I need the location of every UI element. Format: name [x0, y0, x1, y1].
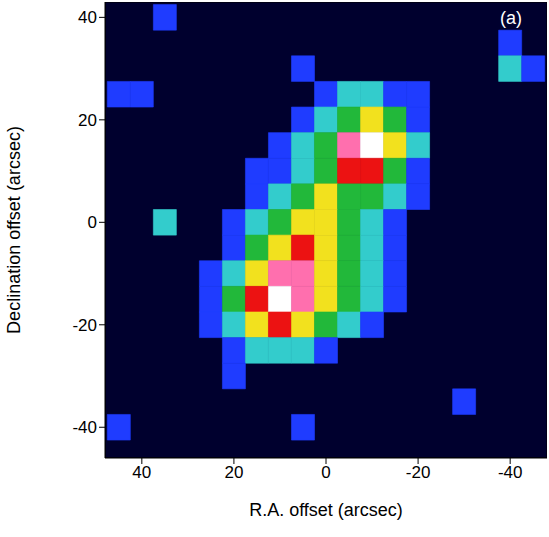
svg-text:40: 40 [132, 463, 151, 482]
svg-text:-40: -40 [498, 463, 523, 482]
svg-text:-20: -20 [406, 463, 431, 482]
svg-text:20: 20 [224, 463, 243, 482]
svg-text:-40: -40 [72, 418, 97, 437]
svg-text:0: 0 [88, 213, 97, 232]
html-text:(a): (a) [500, 8, 522, 28]
svg-text:-20: -20 [72, 316, 97, 335]
svg-text:0: 0 [321, 463, 330, 482]
svg-text:R.A. offset (arcsec): R.A. offset (arcsec) [249, 500, 403, 520]
svg-text:40: 40 [78, 8, 97, 27]
svg-text:20: 20 [78, 111, 97, 130]
svg-text:Declination offset (arcsec): Declination offset (arcsec) [4, 126, 24, 334]
